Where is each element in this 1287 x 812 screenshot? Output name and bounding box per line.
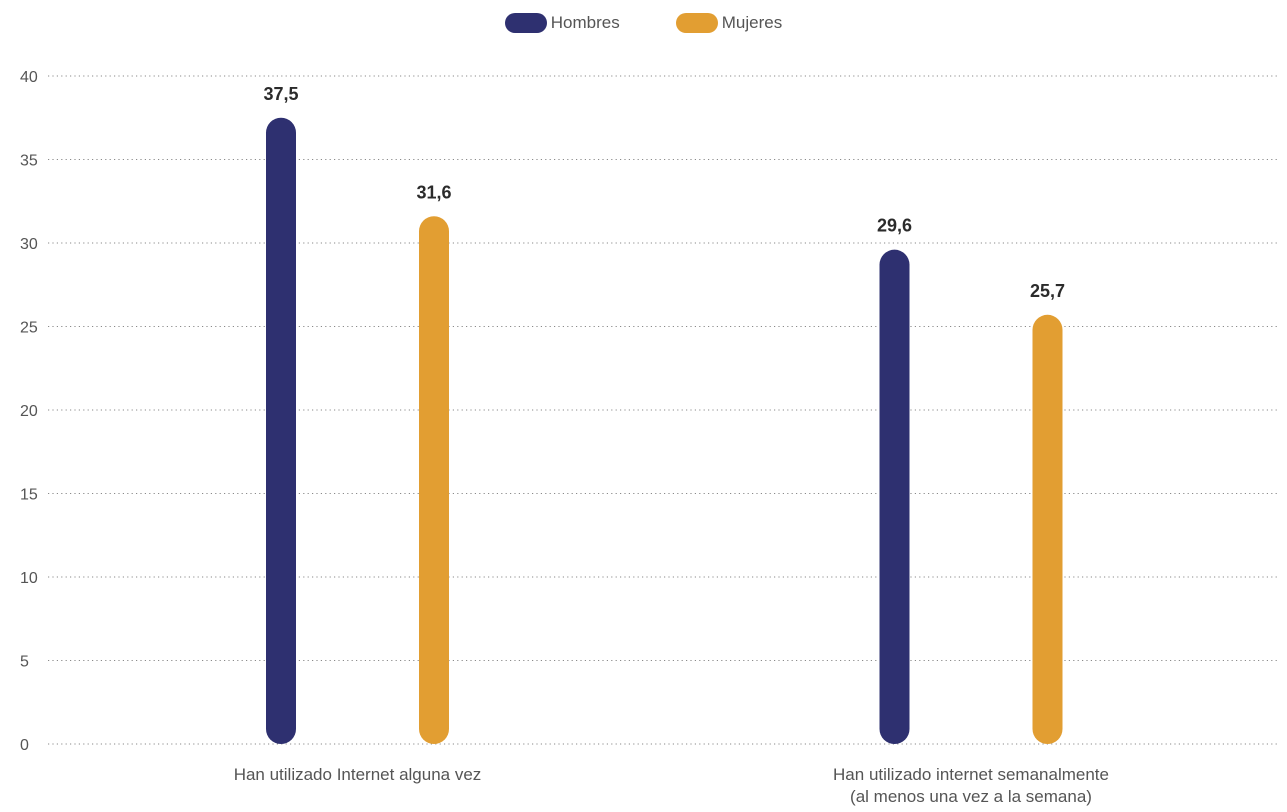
- y-tick-label: 20: [20, 403, 38, 420]
- x-category-label: Han utilizado Internet alguna vez: [234, 765, 482, 784]
- bar-hombres: [266, 118, 296, 744]
- x-category-label: Han utilizado internet semanalmente: [833, 765, 1109, 784]
- y-tick-label: 35: [20, 153, 38, 170]
- y-tick-label: 15: [20, 487, 38, 504]
- y-tick-label: 5: [20, 654, 29, 671]
- bar-mujeres: [419, 216, 449, 744]
- x-category-label: (al menos una vez a la semana): [850, 787, 1092, 806]
- data-label: 29,6: [877, 216, 912, 236]
- data-label: 37,5: [263, 84, 298, 104]
- y-tick-label: 10: [20, 570, 38, 587]
- bar-mujeres: [1033, 315, 1063, 744]
- data-label: 31,6: [416, 182, 451, 202]
- bar-hombres: [880, 250, 910, 744]
- y-tick-label: 0: [20, 737, 29, 754]
- y-tick-label: 25: [20, 320, 38, 337]
- y-tick-label: 30: [20, 236, 38, 253]
- data-label: 25,7: [1030, 281, 1065, 301]
- y-tick-label: 40: [20, 69, 38, 86]
